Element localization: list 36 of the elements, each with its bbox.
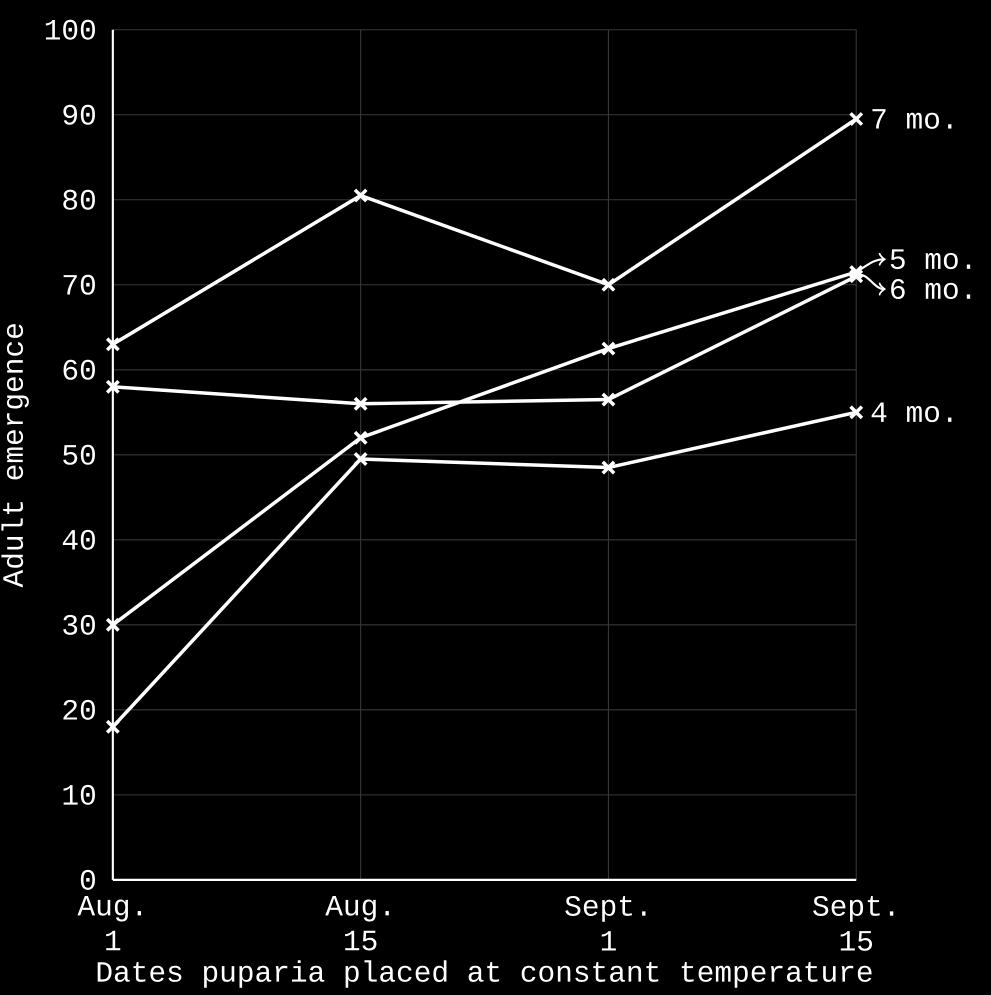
point [105, 336, 120, 352]
x-axis-title: Dates puparia placed at constant temperature [98, 960, 872, 988]
y-tick-label: 30 [63, 614, 95, 635]
point [848, 404, 864, 420]
point [353, 452, 368, 466]
y-axis-title: Adult emergence [1, 324, 29, 588]
x-tick-label: Aug. 1 [77, 896, 141, 950]
point [105, 719, 120, 734]
y-tick-label: 60 [63, 360, 95, 380]
series-label: 4 mo. [872, 402, 952, 422]
point [600, 460, 616, 475]
legend-label: 6 mo. [891, 279, 970, 300]
y-tick-label: 100 [46, 20, 95, 40]
x-tick-label: Aug. 15 [325, 896, 389, 950]
legend-label: 5 mo. [890, 249, 970, 270]
y-tick-label: 70 [64, 274, 95, 295]
point [600, 341, 616, 356]
y-tick-label: 50 [63, 444, 95, 465]
point [353, 430, 368, 446]
point [848, 268, 864, 284]
point [105, 379, 120, 394]
point [848, 112, 864, 126]
y-tick-label: 20 [63, 700, 95, 720]
point [353, 396, 368, 412]
x-tick-label: Sept. 15 [813, 896, 894, 951]
y-tick-label: 80 [63, 190, 95, 210]
y-tick-label: 0 [80, 870, 95, 890]
y-tick-label: 90 [63, 104, 95, 125]
series-label: 7 mo. [872, 109, 952, 129]
y-tick-label: 40 [62, 530, 95, 550]
point [600, 277, 616, 292]
y-tick-label: 10 [63, 784, 95, 805]
point [353, 188, 368, 203]
point [105, 617, 120, 632]
x-tick-label: Sept. 1 [565, 896, 646, 950]
point [600, 392, 616, 407]
